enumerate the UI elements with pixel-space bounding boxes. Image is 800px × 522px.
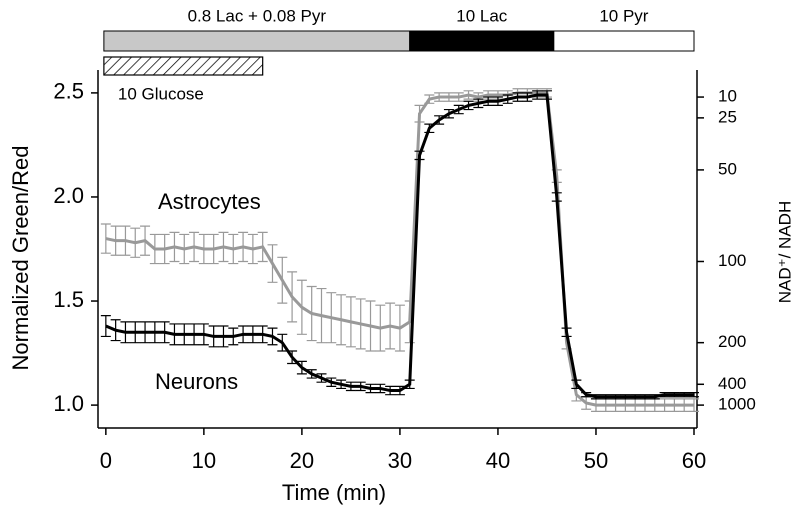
y2-tick-label: 200 xyxy=(718,332,746,351)
x-tick-label: 40 xyxy=(486,448,510,473)
condition-bar xyxy=(409,30,555,52)
condition-label: 10 Pyr xyxy=(599,6,648,25)
y2-tick-label: 100 xyxy=(718,251,746,270)
x-tick-label: 30 xyxy=(388,448,412,473)
x-tick-label: 20 xyxy=(290,448,314,473)
series-line xyxy=(105,93,694,399)
condition-bar xyxy=(553,30,695,52)
condition-label: 10 Lac xyxy=(456,6,508,25)
error-bar xyxy=(100,223,111,254)
y-tick-label: 2.5 xyxy=(53,79,84,104)
y-tick-label: 1.5 xyxy=(53,287,84,312)
y-tick-label: 1.0 xyxy=(53,391,84,416)
x-tick-label: 10 xyxy=(192,448,216,473)
condition-bar xyxy=(103,30,411,52)
y2-tick-label: 400 xyxy=(718,374,746,393)
y2-tick-label: 10 xyxy=(718,87,737,106)
x-tick-label: 0 xyxy=(100,448,112,473)
series-label: Neurons xyxy=(155,369,238,394)
y-axis-label: Normalized Green/Red xyxy=(8,146,33,371)
y-tick-label: 2.0 xyxy=(53,183,84,208)
x-axis-label: Time (min) xyxy=(282,480,386,505)
y2-tick-label: 25 xyxy=(718,107,737,126)
y2-axis-label: NAD⁺/ NADH xyxy=(775,201,794,303)
y2-tick-label: 50 xyxy=(718,159,737,178)
treatment-label: 10 Glucose xyxy=(118,84,204,103)
y2-tick-label: 1000 xyxy=(718,395,756,414)
series-label: Astrocytes xyxy=(158,189,261,214)
x-tick-label: 60 xyxy=(682,448,706,473)
condition-label: 0.8 Lac + 0.08 Pyr xyxy=(188,6,327,25)
x-tick-label: 50 xyxy=(584,448,608,473)
series-line xyxy=(105,91,694,407)
treatment-bar xyxy=(103,56,264,76)
